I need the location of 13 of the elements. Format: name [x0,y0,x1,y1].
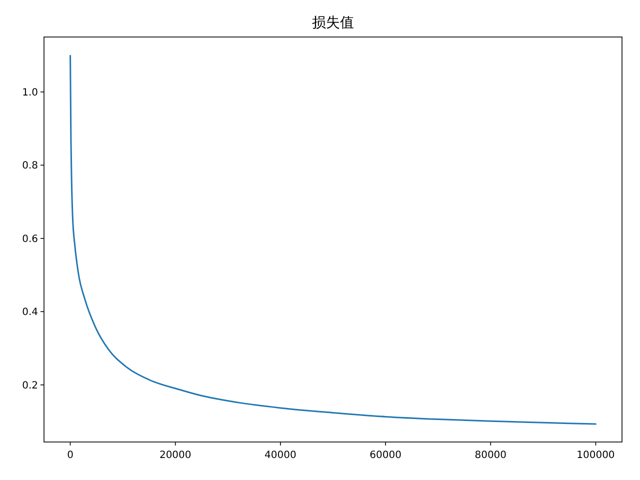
y-tick-label: 0.4 [22,307,38,318]
x-tick-label: 60000 [370,450,402,461]
x-tick-label: 40000 [264,450,296,461]
chart-title: 损失值 [312,15,354,31]
line-series [70,54,596,425]
x-tick-label: 100000 [576,450,615,461]
y-tick-label: 1.0 [22,87,38,98]
x-tick-label: 0 [67,450,74,461]
y-tick-label: 0.6 [22,234,38,245]
y-tick-label: 0.8 [22,160,38,172]
x-tick-label: 20000 [159,450,192,461]
y-tick-label: 0.2 [22,380,38,392]
x-tick-label: 80000 [474,450,507,461]
